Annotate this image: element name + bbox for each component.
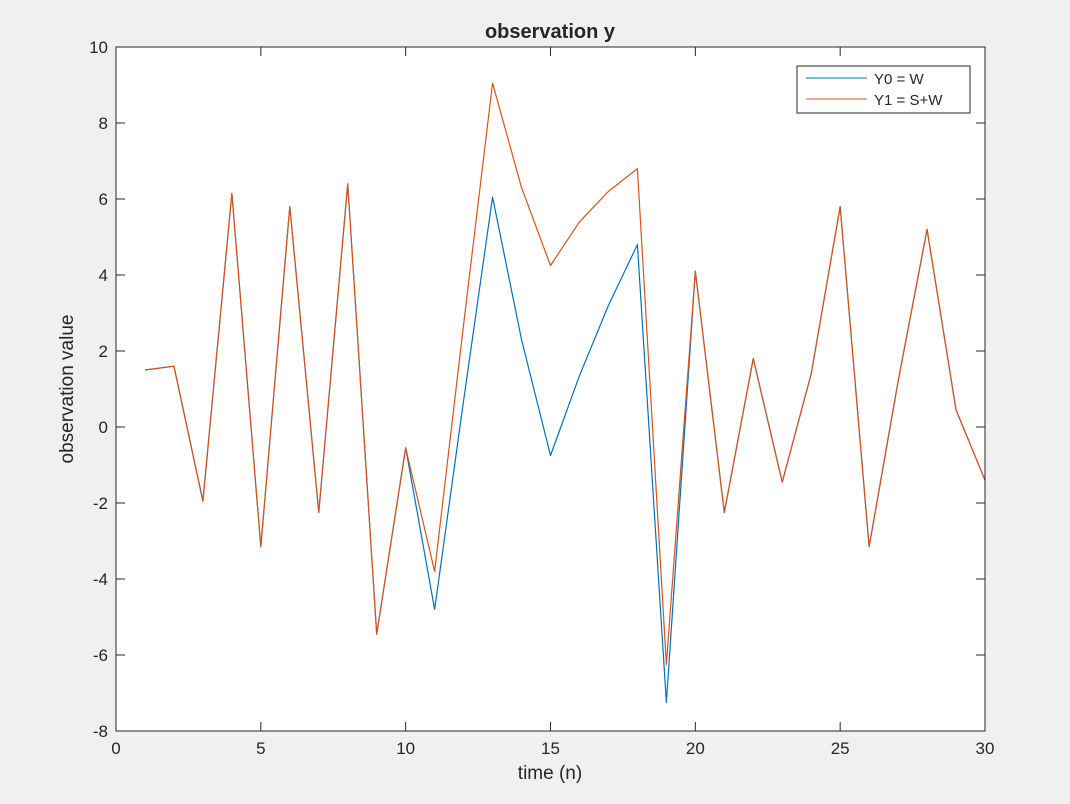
y-tick-label: -4 xyxy=(93,570,108,589)
y-tick-label: 0 xyxy=(99,418,108,437)
y-tick-label: 6 xyxy=(99,190,108,209)
y-tick-label: 4 xyxy=(99,266,108,285)
legend-label-y0: Y0 = W xyxy=(874,71,924,88)
y-tick-label: -6 xyxy=(93,646,108,665)
x-tick-label: 5 xyxy=(256,739,265,758)
series-line-y1 xyxy=(144,82,986,666)
x-axis-label: time (n) xyxy=(518,763,582,784)
y-tick-label: 8 xyxy=(99,114,108,133)
x-tick-label: 20 xyxy=(686,739,705,758)
x-tick-label: 0 xyxy=(111,739,120,758)
y-tick-label: 10 xyxy=(89,38,108,57)
chart-title: observation y xyxy=(485,21,616,43)
x-tick-label: 25 xyxy=(831,739,850,758)
x-tick-label: 15 xyxy=(541,739,560,758)
axes-box xyxy=(115,46,986,732)
y-tick-label: -2 xyxy=(93,494,108,513)
y-axis-label: observation value xyxy=(57,315,78,464)
axes-background xyxy=(116,47,985,731)
x-tick-label: 30 xyxy=(976,739,995,758)
legend[interactable]: Y0 = W Y1 = S+W xyxy=(796,65,971,114)
x-tick-label: 10 xyxy=(396,739,415,758)
series-layer xyxy=(144,82,986,704)
legend-box xyxy=(796,65,971,114)
legend-label-y1: Y1 = S+W xyxy=(874,92,943,109)
y-tick-label: 2 xyxy=(99,342,108,361)
y-tick-label: -8 xyxy=(93,722,108,741)
